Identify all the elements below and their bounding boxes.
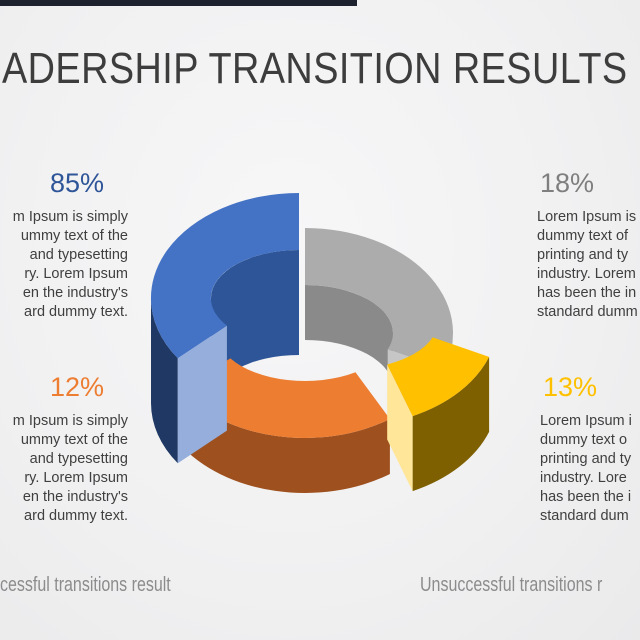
caption-unsuccessful-transitions: Unsuccessful transitions r (420, 574, 603, 596)
body-line: en the industry's (22, 489, 128, 505)
segment-13-outer-wall (412, 356, 490, 492)
stat-value-13: 13% (543, 372, 598, 402)
body-line: printing and ty (537, 247, 629, 263)
body-line: ummy text of the (20, 432, 128, 448)
segment-18-inner-face (305, 285, 393, 388)
body-line: Lorem Ipsum i (540, 413, 632, 429)
body-line: standard dumm (537, 304, 638, 320)
stat-value-85: 85% (49, 168, 104, 198)
stat-block-85: 85% m Ipsum is simply ummy text of the a… (0, 168, 128, 322)
body-line: dummy text o (540, 432, 628, 448)
stat-value-12: 12% (49, 372, 104, 402)
body-line: has been the i (540, 489, 632, 505)
segment-85-cut-face (177, 325, 227, 464)
body-line: has been the in (537, 285, 637, 301)
body-line: and typesetting (29, 247, 128, 263)
segment-85-top-face (150, 193, 299, 359)
body-line: m Ipsum is simply (12, 209, 128, 225)
body-line: ry. Lorem Ipsum (24, 266, 128, 282)
segment-12-top-face (179, 358, 390, 439)
slide-title: ADERSHIP TRANSITION RESULTS (2, 44, 628, 93)
body-line: and typesetting (29, 451, 128, 467)
body-line: m Ipsum is simply (12, 413, 128, 429)
body-line: ard dummy text. (24, 508, 128, 524)
donut-chart-3d[interactable] (145, 183, 495, 503)
segment-12-outer-wall (179, 388, 390, 494)
caption-successful-transitions: cessful transitions result (0, 574, 171, 596)
body-line: printing and ty (540, 451, 632, 467)
body-line: standard dum (540, 508, 629, 524)
stat-block-12: 12% m Ipsum is simply ummy text of the a… (0, 372, 128, 526)
body-line: ry. Lorem Ipsum (24, 470, 128, 486)
stat-block-18: 18% Lorem Ipsum is dummy text of printin… (537, 168, 640, 322)
segment-85-outer-wall (150, 298, 178, 464)
stat-block-13: 13% Lorem Ipsum i dummy text o printing … (540, 372, 640, 526)
body-line: ard dummy text. (24, 304, 128, 320)
body-line: Lorem Ipsum is (537, 209, 637, 225)
segment-13-cut-face (387, 364, 413, 492)
body-line: industry. Lore (540, 470, 627, 486)
segment-13-top-face (387, 337, 490, 417)
body-line: en the industry's (22, 285, 128, 301)
stat-value-18: 18% (540, 168, 595, 198)
top-left-accent-bar (0, 0, 357, 6)
segment-18-top-face (305, 228, 454, 369)
body-line: industry. Lorem (537, 266, 636, 282)
body-line: ummy text of the (20, 228, 128, 244)
body-line: dummy text of (537, 228, 629, 244)
